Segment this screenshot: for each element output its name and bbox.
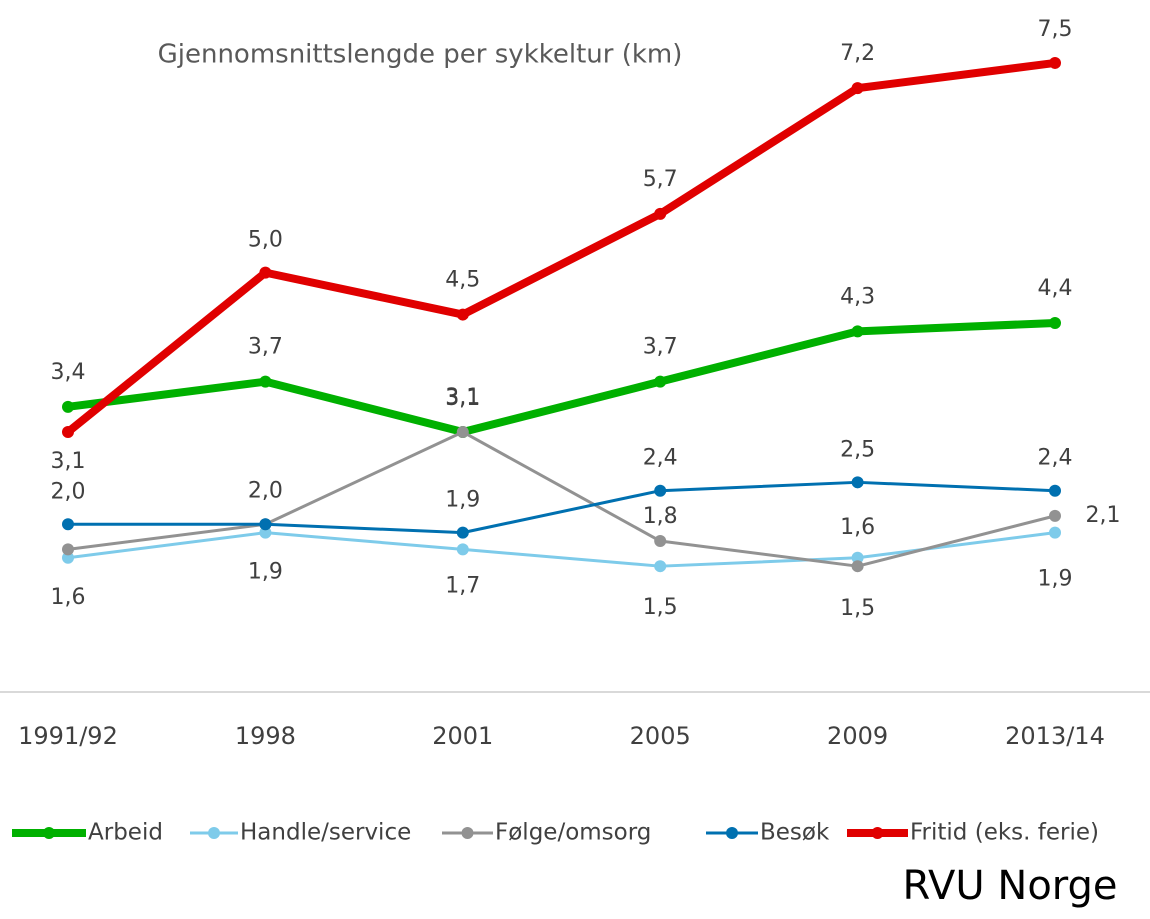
data-label: 4,5 xyxy=(445,268,480,293)
data-label: 3,4 xyxy=(51,360,86,385)
data-point xyxy=(259,266,272,279)
legend-swatch-dot xyxy=(871,827,884,839)
data-label: 2,5 xyxy=(840,437,875,462)
data-point xyxy=(851,560,864,573)
data-point xyxy=(654,207,667,220)
source: RVU Norge xyxy=(902,863,1117,909)
data-label: 1,9 xyxy=(248,560,283,585)
data-label: 3,1 xyxy=(445,385,480,410)
data-point xyxy=(654,560,667,573)
data-label: 1,7 xyxy=(445,573,480,598)
data-label: 1,9 xyxy=(1038,567,1073,592)
data-label: 1,5 xyxy=(840,596,875,621)
legend-swatch-dot xyxy=(43,827,55,839)
data-point xyxy=(654,484,667,497)
data-point xyxy=(1049,526,1061,539)
chart-title: Gjennomsnittslengde per sykkeltur (km) xyxy=(158,40,683,70)
data-label: 1,5 xyxy=(643,595,678,620)
x-tick-label: 1991/92 xyxy=(18,722,118,750)
data-point xyxy=(654,375,667,388)
data-point xyxy=(259,526,272,539)
data-label: 1,8 xyxy=(643,504,678,529)
data-point xyxy=(259,375,272,388)
series-line xyxy=(66,430,1057,568)
data-point xyxy=(851,551,864,564)
legend-label: Arbeid xyxy=(88,820,163,846)
data-point xyxy=(456,308,469,321)
series-line xyxy=(66,531,1057,568)
legend-swatch-dot xyxy=(726,827,738,839)
data-point xyxy=(62,518,74,531)
data-label: 5,0 xyxy=(248,228,283,253)
series-line xyxy=(66,480,1057,535)
data-point xyxy=(1049,484,1061,497)
data-label: 4,4 xyxy=(1038,276,1073,301)
data-label: 7,5 xyxy=(1038,17,1073,42)
data-label: 3,7 xyxy=(248,335,283,360)
data-label: 5,7 xyxy=(643,167,678,192)
data-point xyxy=(1049,316,1061,329)
legend-label: Handle/service xyxy=(240,820,411,846)
legend-label: Besøk xyxy=(760,820,830,846)
data-point xyxy=(456,543,469,556)
legend-label: Følge/omsorg xyxy=(495,820,651,846)
data-label: 2,1 xyxy=(1086,503,1121,528)
data-point xyxy=(62,543,74,556)
series-line xyxy=(64,58,1059,436)
x-tick-label: 2013/14 xyxy=(1005,722,1105,750)
data-point xyxy=(62,425,74,438)
legend-swatch-dot xyxy=(461,827,474,839)
data-label: 3,1 xyxy=(445,386,480,411)
data-label: 2,4 xyxy=(1038,446,1073,471)
data-point xyxy=(851,325,864,338)
data-label: 3,7 xyxy=(643,335,678,360)
x-tick-label: 2001 xyxy=(432,722,493,750)
data-point xyxy=(851,82,864,95)
data-label: 4,3 xyxy=(840,284,875,309)
data-label: 2,0 xyxy=(248,478,283,503)
data-point xyxy=(259,518,272,531)
x-tick-label: 2005 xyxy=(630,722,691,750)
data-label: 1,6 xyxy=(840,515,875,540)
data-point xyxy=(1049,56,1061,69)
data-label: 1,6 xyxy=(51,585,86,610)
data-label: 7,2 xyxy=(840,41,875,66)
data-label: 2,0 xyxy=(51,479,86,504)
data-point xyxy=(62,551,74,564)
legend-swatch-dot xyxy=(208,827,220,839)
data-label: 3,1 xyxy=(51,449,86,474)
legend-label: Fritid (eks. ferie) xyxy=(910,820,1099,846)
data-label: 2,4 xyxy=(643,446,678,471)
data-point xyxy=(62,400,74,413)
series-line xyxy=(64,318,1059,436)
data-point xyxy=(654,535,667,548)
data-point xyxy=(456,425,469,438)
x-tick-label: 1998 xyxy=(235,722,296,750)
data-point xyxy=(1049,509,1061,522)
data-label: 1,9 xyxy=(445,488,480,513)
data-point xyxy=(456,526,469,539)
data-point xyxy=(851,476,864,489)
x-tick-label: 2009 xyxy=(827,722,888,750)
